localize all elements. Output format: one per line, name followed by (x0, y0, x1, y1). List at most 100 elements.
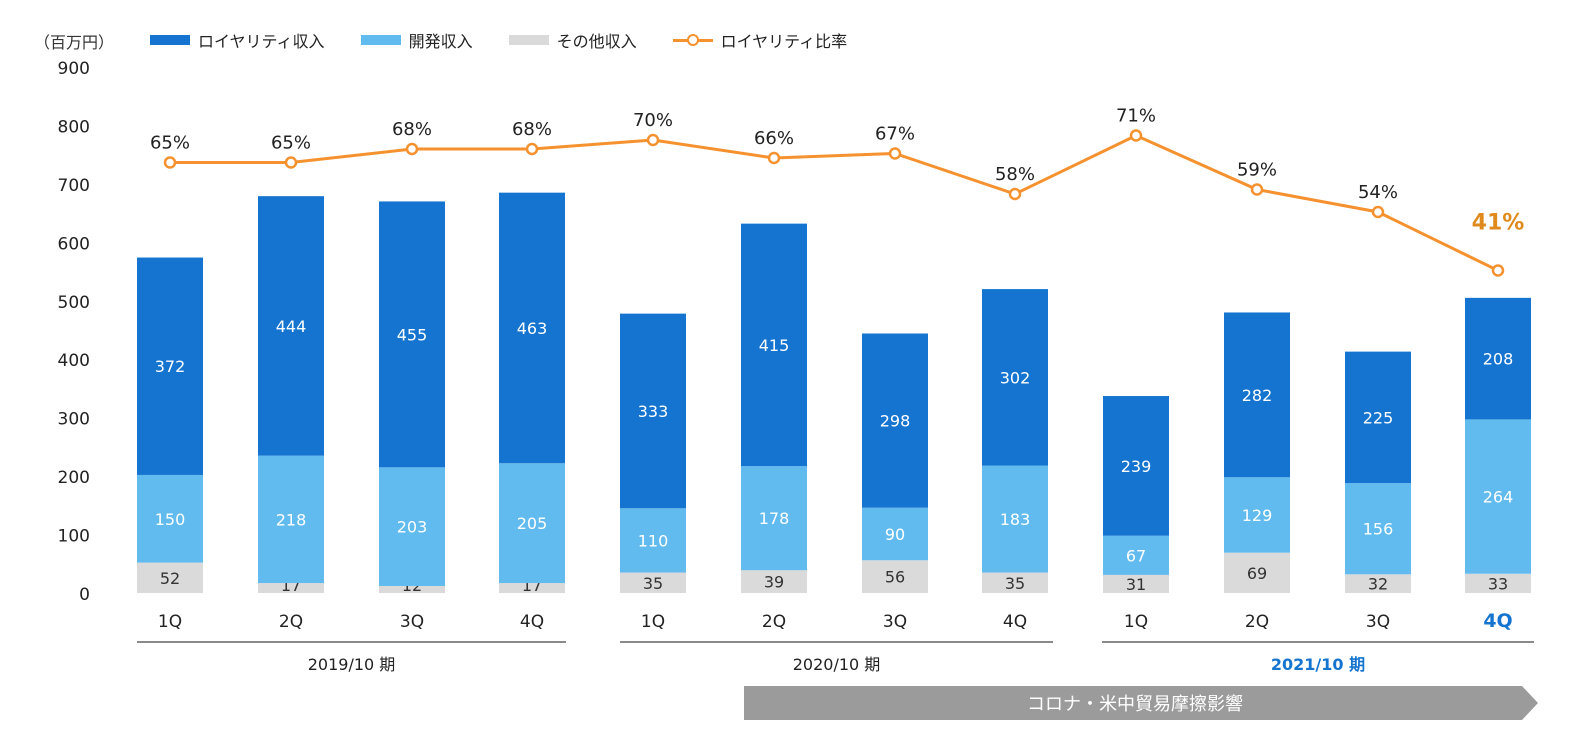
ratio-point (1250, 183, 1264, 196)
bar-value-label: 415 (759, 336, 790, 355)
bar-segment (258, 455, 324, 584)
bar-segment (982, 465, 1048, 573)
bar-segment (499, 583, 565, 593)
bar-value-label: 282 (1242, 386, 1273, 405)
bar-segment (741, 466, 807, 571)
ratio-value-label: 54% (1358, 182, 1398, 203)
bar-segment (499, 463, 565, 584)
ratio-value-label: 71% (1116, 106, 1156, 127)
bar-value-label: 156 (1363, 520, 1394, 539)
y-tick-label: 0 (79, 585, 90, 605)
legend-label-ratio: ロイヤリティ比率 (720, 32, 848, 51)
x-tick-label: 4Q (520, 612, 544, 632)
x-tick-label: 4Q (1483, 610, 1512, 632)
y-tick-label: 900 (58, 59, 90, 79)
legend-swatch-royalty (150, 35, 190, 45)
bar-segment (1224, 312, 1290, 478)
ratio-value-label: 41% (1472, 211, 1525, 236)
ratio-point (525, 142, 539, 156)
x-tick-label: 2Q (279, 612, 303, 632)
legend-label-royalty: ロイヤリティ収入 (198, 32, 325, 51)
ratio-value-label: 70% (633, 110, 673, 131)
legend-swatch-ratio-line (672, 33, 713, 47)
bar-value-label: 67 (1126, 546, 1146, 565)
y-tick-label: 200 (58, 468, 90, 488)
ratio-point (405, 142, 419, 156)
y-tick-label: 300 (58, 410, 90, 430)
bar-segment (620, 508, 686, 573)
bar-value-label: 264 (1483, 488, 1514, 507)
y-tick-label: 600 (58, 234, 90, 254)
bar-segment (1103, 574, 1169, 593)
bar-value-label: 239 (1121, 457, 1152, 476)
ratio-value-label: 59% (1237, 160, 1277, 181)
bar-value-label: 372 (155, 357, 186, 376)
ratio-point (767, 151, 781, 165)
bar-value-label: 298 (880, 412, 911, 431)
y-tick-label: 500 (58, 293, 90, 313)
bar-value-label: 90 (885, 525, 905, 544)
bar-value-label: 178 (759, 509, 790, 528)
bar-segment (982, 289, 1048, 466)
legend-swatch-development (360, 35, 401, 45)
bar-segment (379, 467, 445, 586)
ratio-point (1008, 187, 1022, 201)
bar-segment (741, 570, 807, 593)
bar-segment (862, 560, 928, 593)
legend-item-royalty: ロイヤリティ収入 (150, 28, 325, 52)
y-tick-label: 700 (58, 176, 90, 196)
impact-banner-arrow (744, 686, 1538, 720)
ratio-point (1129, 129, 1143, 142)
ratio-point (646, 133, 660, 147)
legend-item-other: その他収入 (508, 28, 637, 52)
bar-segment (1345, 483, 1411, 575)
legend-label-development: 開発収入 (408, 32, 473, 51)
legend-item-ratio: ロイヤリティ比率 (672, 28, 848, 52)
ratio-value-label: 67% (875, 124, 915, 145)
bar-segment (258, 583, 324, 593)
bar-segment (1465, 419, 1531, 574)
ratio-value-label: 58% (995, 164, 1035, 185)
x-tick-label: 4Q (1003, 612, 1027, 632)
bar-segment (1103, 396, 1169, 536)
group-label: 2019/10 期 (308, 655, 396, 674)
bar-value-label: 32 (1368, 575, 1388, 594)
bar-segment (137, 474, 203, 563)
bar-segment (137, 257, 203, 475)
group-label: 2021/10 期 (1271, 655, 1365, 674)
y-tick-label: 400 (58, 351, 90, 371)
bar-segment (862, 333, 928, 508)
bar-value-label: 333 (638, 402, 669, 421)
bar-value-label: 183 (1000, 510, 1031, 529)
ratio-point (888, 147, 902, 160)
bar-value-label: 31 (1126, 575, 1146, 594)
bar-segment (137, 562, 203, 593)
bar-value-label: 39 (764, 573, 784, 592)
ratio-point (284, 156, 298, 169)
ratio-value-label: 66% (754, 128, 794, 149)
ratio-value-label: 68% (512, 119, 552, 140)
bar-value-label: 218 (276, 510, 307, 529)
bar-segment (1103, 535, 1169, 575)
bar-segment (379, 201, 445, 468)
bar-value-label: 35 (643, 574, 663, 593)
x-tick-label: 1Q (1124, 612, 1148, 632)
impact-banner-label: コロナ・米中貿易摩擦影響 (1027, 694, 1243, 715)
ratio-point (163, 156, 177, 169)
bar-value-label: 35 (1005, 574, 1025, 593)
bar-segment (862, 507, 928, 561)
x-tick-label: 3Q (400, 612, 424, 632)
bar-segment (1465, 297, 1531, 420)
bar-segment (1224, 552, 1290, 593)
bar-segment (258, 196, 324, 456)
bar-segment (1345, 351, 1411, 484)
bar-value-label: 56 (885, 568, 905, 587)
bar-value-label: 463 (517, 319, 548, 338)
bar-segment (1345, 574, 1411, 593)
y-unit-label: （百万円） (34, 33, 115, 52)
bar-value-label: 203 (397, 518, 428, 537)
x-tick-label: 1Q (158, 612, 182, 632)
legend-swatch-other (508, 35, 549, 45)
bar-value-label: 208 (1483, 350, 1514, 369)
y-tick-label: 800 (58, 117, 90, 137)
